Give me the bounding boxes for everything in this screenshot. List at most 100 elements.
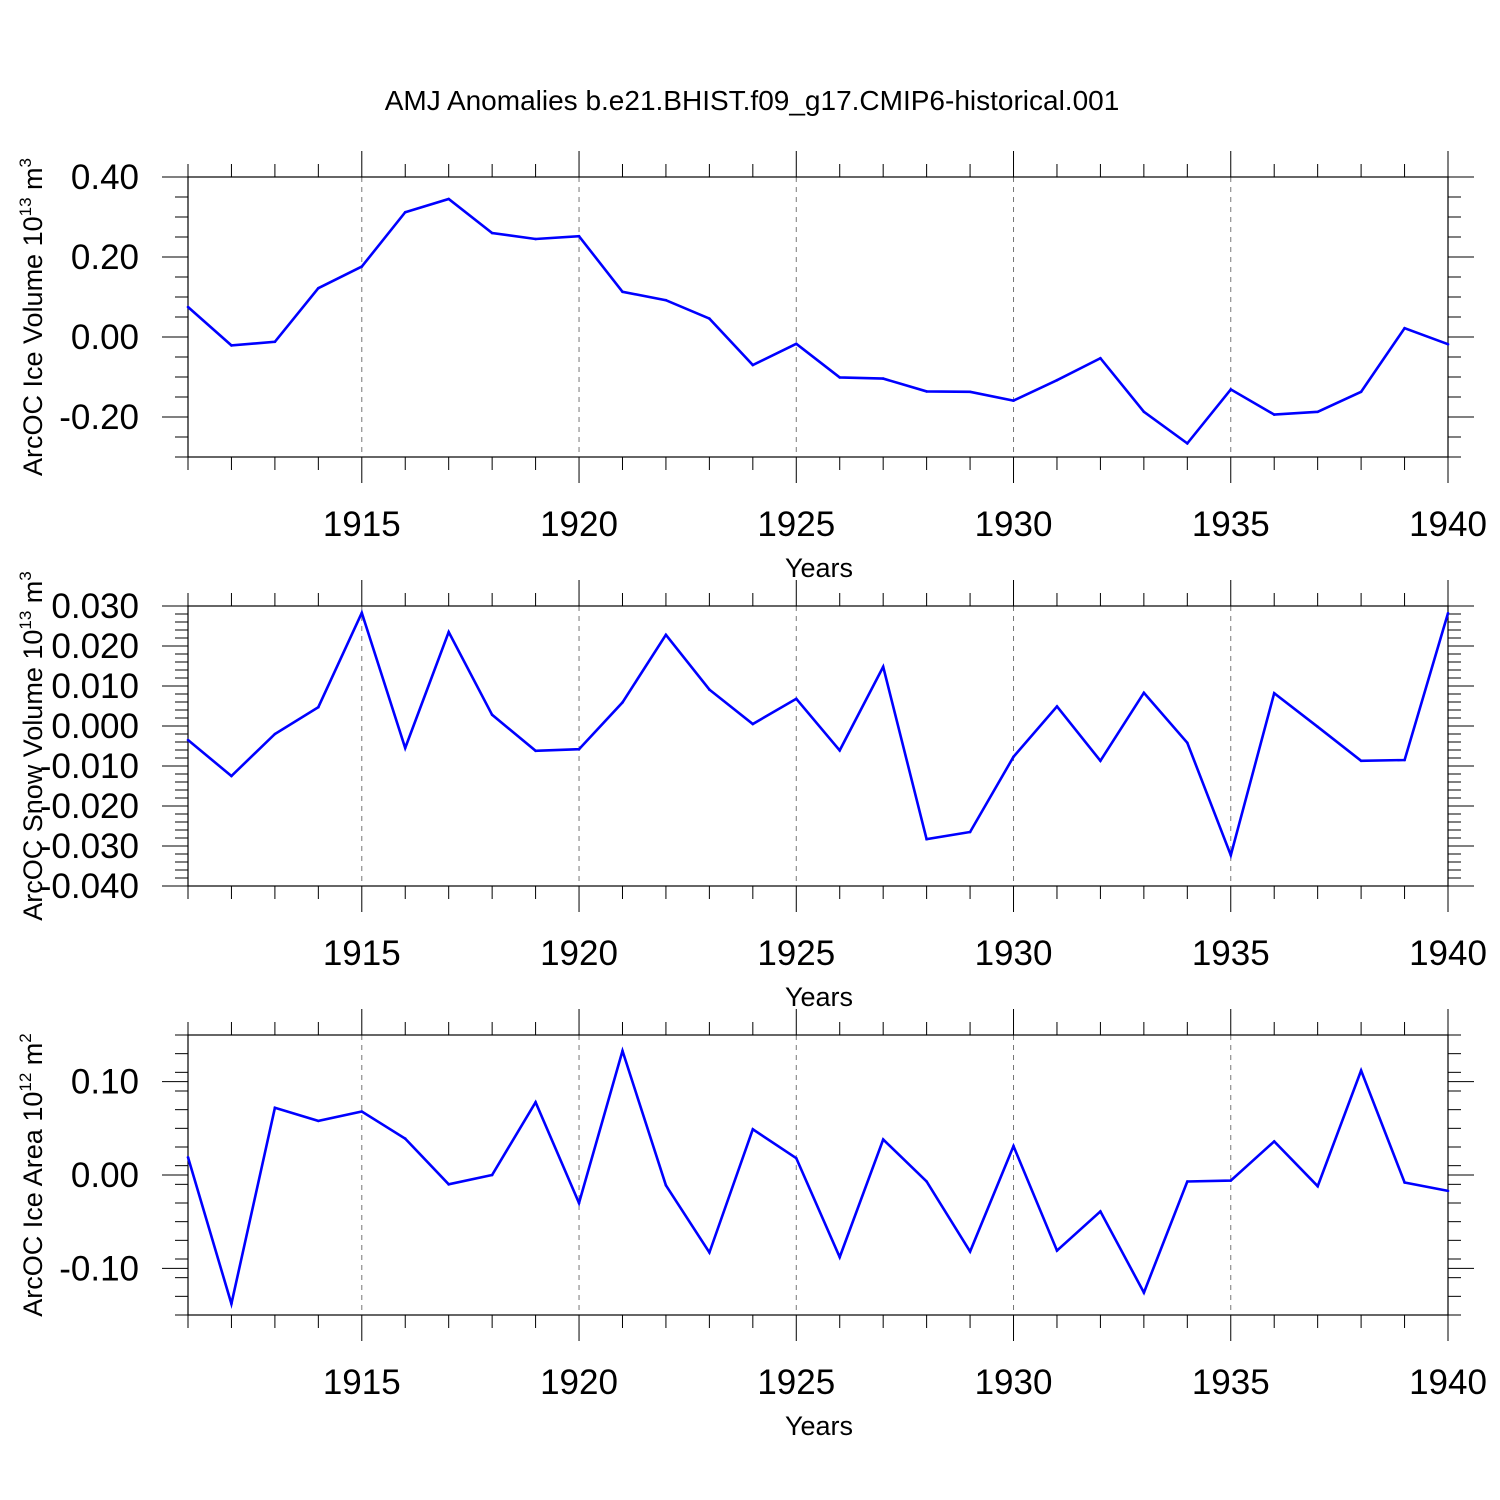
y-tick-label: 0.020: [51, 627, 139, 666]
x-tick-label: 1925: [757, 505, 835, 544]
x-tick-label: 1930: [975, 1363, 1053, 1402]
data-point: [1316, 410, 1319, 414]
x-tick-label: 1915: [323, 934, 401, 973]
data-point: [664, 1183, 668, 1187]
data-point: [925, 390, 928, 393]
data-point: [838, 1255, 842, 1259]
data-point: [794, 342, 798, 346]
data-point: [751, 722, 755, 726]
data-point: [794, 697, 798, 701]
data-point: [881, 665, 885, 669]
data-point: [403, 210, 407, 214]
x-tick-label: 1920: [540, 934, 618, 973]
data-point: [447, 197, 450, 201]
y-axis-label: ArcOC Snow Volume 1013 m3: [16, 571, 48, 921]
y-tick-label: 0.000: [51, 707, 139, 746]
data-point: [273, 732, 277, 736]
y-tick-label: 0.030: [51, 587, 139, 626]
x-tick-label: 1935: [1192, 934, 1270, 973]
data-point: [534, 749, 537, 753]
data-point: [968, 1250, 972, 1253]
y-tick-label: 0.10: [71, 1063, 139, 1102]
y-tick-label: -0.040: [40, 867, 139, 906]
x-tick-label: 1920: [540, 1363, 618, 1402]
data-point: [621, 701, 624, 704]
data-point: [1272, 413, 1276, 416]
data-point: [230, 344, 233, 347]
x-tick-label: 1940: [1409, 1363, 1487, 1402]
data-point: [1316, 725, 1319, 729]
data-point: [447, 1183, 450, 1186]
data-point: [186, 1155, 190, 1159]
data-point: [925, 837, 928, 841]
x-tick-label: 1935: [1192, 505, 1270, 544]
data-point: [1099, 1210, 1102, 1213]
data-point: [751, 1127, 755, 1131]
data-point: [664, 633, 668, 637]
x-tick-label: 1925: [757, 934, 835, 973]
x-tick-label: 1915: [323, 1363, 401, 1402]
data-point: [708, 688, 711, 691]
data-point: [1272, 691, 1276, 695]
data-point: [838, 749, 842, 752]
data-point: [230, 1302, 233, 1306]
x-tick-label: 1920: [540, 505, 618, 544]
y-axis-label: ArcOC Ice Volume 1013 m3: [16, 158, 48, 476]
plot-frame: [187, 1034, 1449, 1316]
y-tick-label: 0.40: [71, 158, 139, 197]
data-point: [490, 231, 494, 235]
series-line: [187, 197, 1449, 446]
data-point: [534, 237, 537, 241]
data-point: [1446, 611, 1450, 615]
data-point: [925, 1180, 928, 1183]
data-point: [1099, 759, 1102, 763]
data-point: [186, 305, 190, 309]
x-tick-label: 1915: [323, 505, 401, 544]
y-tick-label: 0.00: [71, 1156, 139, 1195]
x-tick-label: 1930: [975, 934, 1053, 973]
data-point: [403, 746, 407, 750]
data-point: [1142, 410, 1146, 414]
data-point: [1359, 1069, 1363, 1072]
x-tick-label: 1930: [975, 505, 1053, 544]
x-tick-label: 1925: [757, 1363, 835, 1402]
data-point: [1446, 342, 1450, 346]
data-point: [534, 1100, 537, 1104]
x-tick-label: 1940: [1409, 505, 1487, 544]
data-point: [1186, 442, 1189, 445]
data-point: [317, 286, 320, 290]
data-point: [360, 611, 364, 615]
y-tick-label: -0.030: [40, 827, 139, 866]
data-point: [317, 1119, 320, 1123]
x-tick-label: 1935: [1192, 1363, 1270, 1402]
y-tick-label: -0.10: [59, 1249, 139, 1288]
data-point: [1186, 1180, 1189, 1183]
data-point: [794, 1156, 798, 1160]
data-point: [317, 705, 320, 709]
data-point: [708, 1251, 711, 1254]
data-point: [1359, 390, 1363, 394]
data-point: [1055, 705, 1059, 708]
data-point: [1403, 1181, 1406, 1184]
data-point: [881, 377, 885, 380]
data-point: [664, 298, 668, 302]
x-axis-label: Years: [785, 982, 853, 1012]
data-point: [1229, 388, 1233, 391]
y-axis-label: ArcOC Ice Area 1012 m2: [16, 1033, 48, 1317]
data-point: [1012, 1144, 1015, 1148]
data-point: [273, 340, 277, 344]
panel-3: 1915 1920 1925 1930 1935 1940 Years -0.10 0.00 0.…: [16, 1009, 1487, 1441]
data-point: [621, 1049, 624, 1053]
series-line: [187, 609, 1450, 860]
data-point: [1012, 399, 1015, 402]
y-tick-label: 0.00: [71, 318, 139, 357]
y-tick-label: -0.010: [40, 747, 139, 786]
data-point: [838, 376, 842, 379]
data-point: [1316, 1184, 1319, 1188]
x-tick-label: 1940: [1409, 934, 1487, 973]
data-point: [447, 630, 450, 634]
data-point: [708, 317, 711, 320]
data-point: [1403, 758, 1406, 762]
series-line: [186, 1046, 1449, 1309]
